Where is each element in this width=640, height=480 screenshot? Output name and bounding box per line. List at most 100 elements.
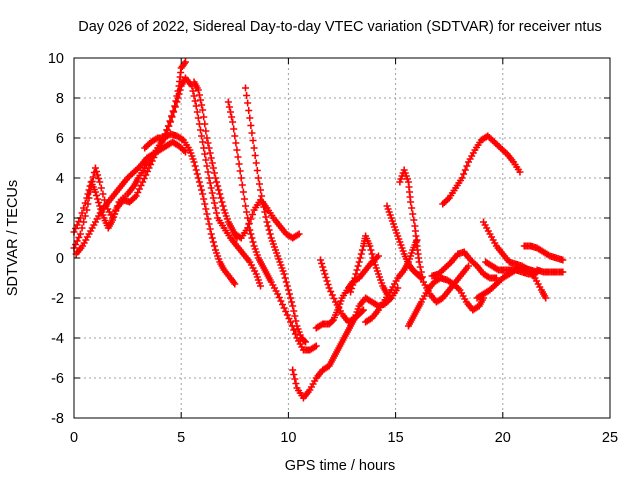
series-arc-14: [383, 202, 425, 282]
y-tick-label: 8: [56, 91, 64, 107]
series-arc-22: [520, 242, 567, 264]
data-point: [288, 298, 296, 306]
data-point: [164, 122, 172, 130]
data-point: [168, 112, 176, 120]
chart-title: Day 026 of 2022, Sidereal Day-to-day VTE…: [78, 19, 602, 35]
data-point: [240, 195, 248, 203]
series-arc-12: [347, 232, 391, 298]
series-arc-17: [428, 248, 500, 282]
data-point: [242, 84, 250, 92]
data-point: [249, 137, 257, 144]
data-point: [262, 213, 270, 221]
plot-frame: [73, 57, 611, 419]
data-point: [194, 174, 202, 182]
data-point: [72, 241, 80, 248]
data-point: [237, 174, 245, 182]
data-point: [258, 192, 266, 200]
data-point: [210, 199, 218, 207]
y-tick-label: 6: [56, 131, 64, 147]
data-point: [292, 317, 300, 325]
x-tick-label: 0: [70, 430, 78, 446]
data-point: [290, 307, 298, 315]
data-point: [193, 170, 201, 178]
data-point: [166, 117, 174, 125]
data-point: [198, 132, 206, 140]
series-arc-7: [242, 84, 310, 346]
series-arc-1: [70, 74, 265, 290]
data-point: [280, 304, 288, 312]
y-axis-label: SDTVAR / TECUs: [5, 180, 21, 296]
data-point: [352, 270, 360, 278]
data-point: [199, 106, 207, 114]
data-point: [290, 326, 298, 334]
data-point: [277, 297, 285, 305]
data-point: [417, 274, 425, 282]
data-point: [93, 192, 101, 199]
data-point: [202, 156, 210, 164]
data-point: [250, 144, 258, 152]
data-point: [263, 218, 271, 226]
data-point: [244, 224, 252, 232]
data-point: [358, 307, 366, 315]
data-point: [464, 262, 472, 270]
data-point: [366, 242, 374, 250]
data-point: [204, 168, 212, 176]
data-point: [207, 154, 215, 162]
data-point: [275, 294, 283, 301]
data-point: [328, 291, 336, 299]
data-point: [409, 210, 417, 218]
y-tick-label: 0: [56, 251, 64, 267]
data-point: [235, 160, 243, 168]
series-arc-18: [439, 132, 524, 208]
data-point: [195, 178, 203, 186]
data-point: [245, 107, 253, 114]
data-point: [359, 306, 367, 314]
data-point: [416, 263, 424, 271]
data-point: [181, 58, 189, 66]
data-point: [300, 337, 308, 345]
data-point: [243, 208, 251, 216]
series-arc-16: [404, 274, 488, 330]
y-tick-label: -2: [51, 291, 64, 307]
data-point: [289, 366, 297, 374]
data-point: [80, 204, 88, 212]
data-point: [213, 209, 221, 217]
data-point: [458, 174, 466, 182]
data-point: [173, 98, 181, 106]
data-point: [224, 98, 232, 106]
data-point: [75, 234, 83, 241]
series-arc-5: [190, 78, 241, 242]
series-arc-3: [72, 138, 189, 258]
data-point: [353, 266, 361, 274]
data-point: [255, 180, 263, 188]
data-point: [202, 127, 210, 135]
data-point: [200, 195, 208, 203]
data-point: [247, 230, 255, 238]
data-point: [137, 182, 145, 189]
data-point: [279, 301, 287, 308]
data-point: [257, 282, 265, 290]
data-point: [325, 284, 333, 292]
data-point: [246, 114, 254, 122]
data-point: [239, 188, 247, 196]
data-point: [208, 159, 216, 167]
data-point: [319, 263, 327, 271]
data-point: [418, 273, 426, 281]
data-point: [244, 99, 252, 107]
data-point: [97, 184, 105, 192]
data-point: [206, 149, 214, 157]
data-point: [281, 274, 289, 282]
data-point: [358, 246, 366, 254]
data-point: [83, 194, 91, 202]
data-point: [203, 162, 211, 170]
data-point: [208, 189, 216, 197]
data-point: [280, 270, 288, 278]
data-point: [203, 210, 211, 218]
data-point: [208, 234, 216, 242]
data-point: [81, 199, 89, 207]
data-point: [204, 215, 212, 223]
data-point: [180, 60, 188, 67]
data-point: [209, 194, 217, 202]
data-point: [196, 182, 204, 190]
